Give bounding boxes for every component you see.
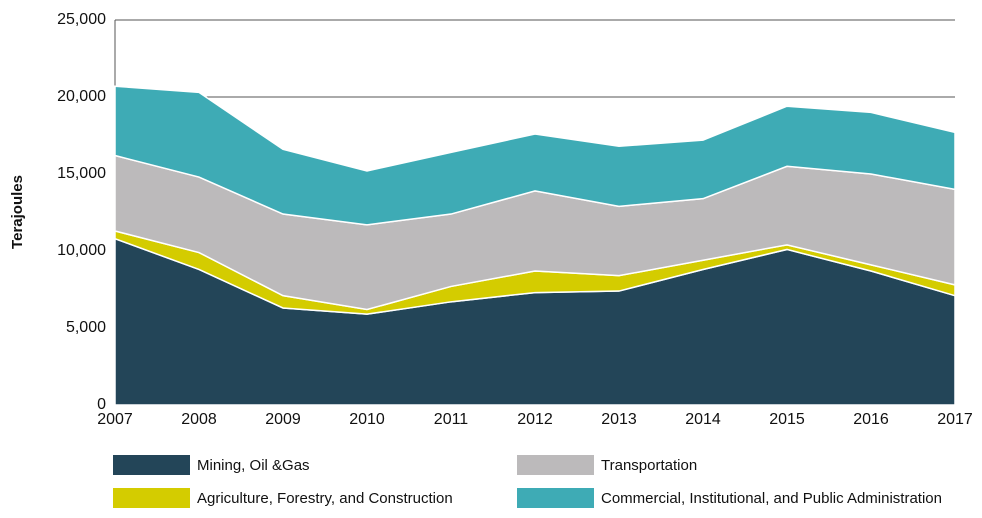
y-tick-label: 25,000: [57, 11, 106, 28]
legend-swatch: [517, 455, 594, 475]
y-tick-label: 10,000: [57, 242, 106, 259]
legend-swatch: [113, 455, 190, 475]
legend-label: Mining, Oil &Gas: [197, 457, 310, 474]
x-tick-label: 2011: [434, 411, 469, 428]
area: [114, 85, 956, 226]
y-tick-label: 0: [97, 396, 106, 413]
legend-swatch: [517, 488, 594, 508]
legend-label: Agriculture, Forestry, and Construction: [197, 490, 453, 507]
y-axis-label: Terajoules: [9, 175, 26, 249]
x-tick-label: 2013: [601, 411, 637, 428]
y-tick-label: 15,000: [57, 165, 106, 182]
legend-swatch: [113, 488, 190, 508]
x-tick-label: 2007: [97, 411, 133, 428]
x-tick-label: 2017: [937, 411, 973, 428]
legend-label: Commercial, Institutional, and Public Ad…: [601, 490, 942, 507]
y-tick-label: 20,000: [57, 88, 106, 105]
x-tick-label: 2016: [853, 411, 889, 428]
x-tick-label: 2009: [265, 411, 301, 428]
legend-label: Transportation: [601, 457, 697, 474]
y-tick-label: 5,000: [66, 319, 106, 336]
x-tick-label: 2008: [181, 411, 217, 428]
x-tick-label: 2015: [769, 411, 805, 428]
x-tick-label: 2014: [685, 411, 721, 428]
x-tick-label: 2012: [517, 411, 553, 428]
x-tick-label: 2010: [349, 411, 385, 428]
